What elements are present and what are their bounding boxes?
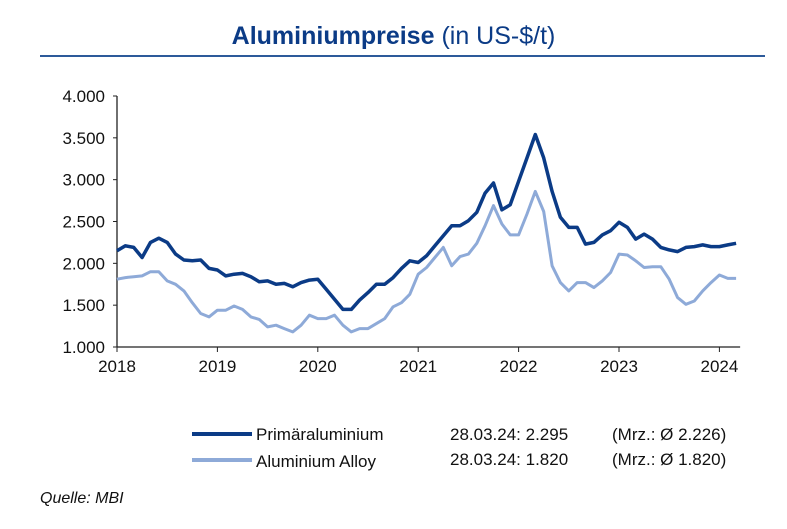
y-tick-label: 3.500	[62, 129, 105, 148]
y-tick-label: 1.000	[62, 338, 105, 357]
legend-avg-primary: (Mrz.: Ø 2.226)	[612, 425, 727, 444]
x-tick-label: 2019	[198, 357, 236, 376]
x-tick-label: 2024	[700, 357, 738, 376]
y-tick-label: 4.000	[62, 87, 105, 106]
title-main: Aluminiumpreise	[231, 22, 435, 50]
x-tick-label: 2023	[600, 357, 638, 376]
series-line-primaraluminium	[116, 132, 737, 312]
y-tick-label: 2.000	[62, 254, 105, 273]
source-note: Quelle: MBI	[40, 490, 124, 507]
x-tick-label: 2022	[500, 357, 538, 376]
y-tick-label: 3.000	[62, 171, 105, 190]
chart-title: Aluminiumpreise (in US-$/t)	[0, 22, 787, 51]
series-line-aluminium-alloy	[116, 189, 737, 334]
y-tick-label: 2.500	[62, 213, 105, 232]
legend-label-primary: Primäraluminium	[256, 425, 384, 444]
x-tick-label: 2021	[399, 357, 437, 376]
legend-last-alloy: 28.03.24: 1.820	[450, 450, 569, 469]
x-tick-label: 2020	[299, 357, 337, 376]
title-unit: (in US-$/t)	[441, 22, 556, 50]
legend-swatch-alloy	[192, 458, 252, 462]
y-tick-label: 1.500	[62, 296, 105, 315]
x-tick-label: 2018	[98, 357, 136, 376]
legend-label-alloy: Aluminium Alloy	[256, 452, 376, 471]
title-divider	[40, 55, 765, 57]
legend-avg-alloy: (Mrz.: Ø 1.820)	[612, 450, 727, 469]
legend-last-primary: 28.03.24: 2.295	[450, 425, 569, 444]
legend-swatch-primary	[192, 432, 252, 436]
